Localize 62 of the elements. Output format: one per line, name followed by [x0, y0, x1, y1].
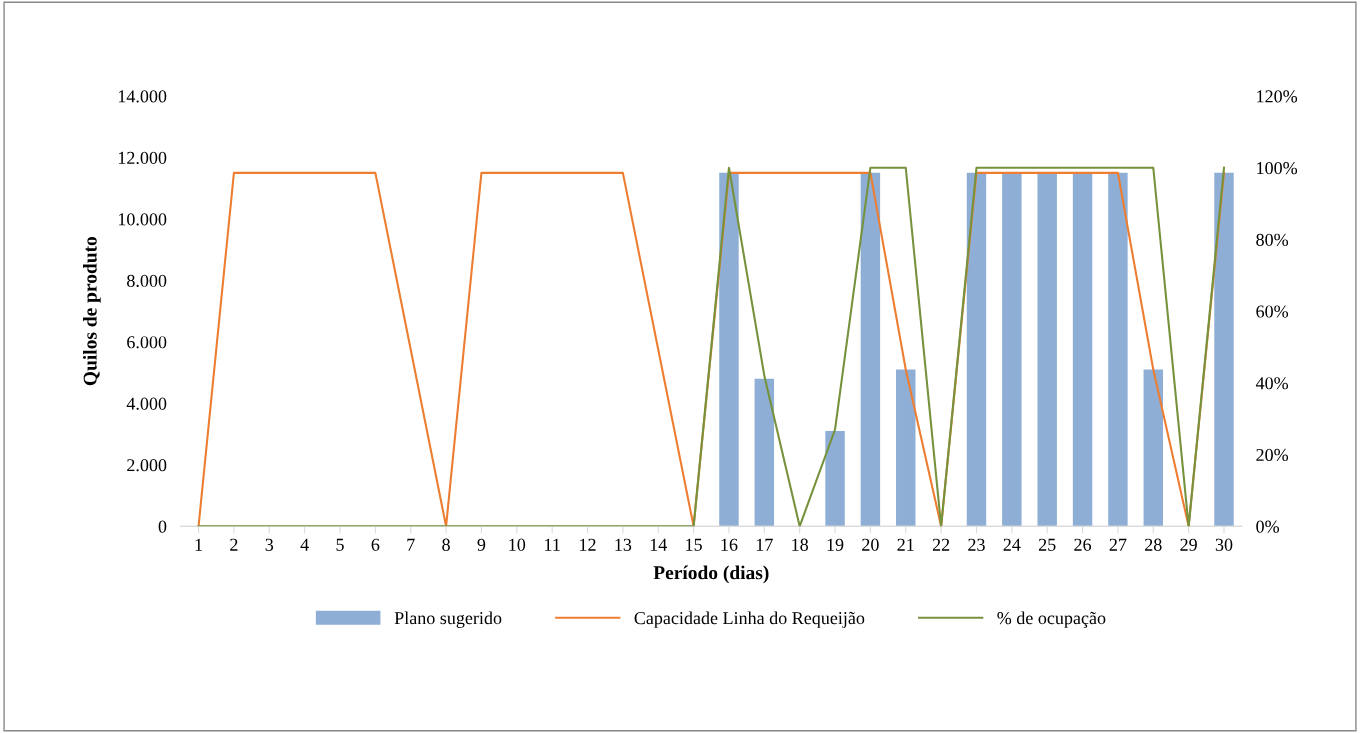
y-tick-label: 2.000: [127, 459, 167, 472]
bar: [754, 378, 775, 527]
y-tick-label: 8.000: [127, 274, 167, 287]
x-tick-label: 13: [615, 538, 632, 551]
bar: [719, 172, 739, 527]
x-tick-label: 5: [336, 538, 344, 551]
y-tick-label: 12.000: [118, 151, 167, 165]
y2-tick-label: 40%: [1255, 377, 1289, 390]
bar: [1037, 172, 1057, 527]
y-tick-label: 14.000: [118, 90, 167, 103]
x-tick-label: 7: [407, 538, 415, 551]
x-tick-label: 15: [686, 538, 702, 551]
x-tick-label: 9: [477, 538, 486, 551]
x-tick-label: 11: [545, 538, 560, 551]
y-tick-label: 10.000: [118, 213, 167, 226]
x-tick-label: 14: [650, 538, 667, 551]
x-tick-label: 28: [1145, 538, 1162, 551]
x-tick-label: 25: [1038, 538, 1056, 551]
x-tick-label: 2: [230, 538, 238, 551]
bar: [1108, 172, 1128, 527]
x-tick-label: 3: [265, 538, 274, 551]
x-tick-label: 6: [371, 538, 380, 551]
y2-tick-label: 0%: [1256, 520, 1280, 533]
legend-label: Capacidade Linha do Requeijão: [634, 611, 865, 628]
x-tick-label: 8: [442, 538, 450, 551]
y-tick-label: 4.000: [126, 397, 167, 410]
y2-tick-label: 80%: [1256, 233, 1289, 246]
x-tick-label: 23: [968, 538, 985, 551]
x-tick-label: 12: [580, 538, 596, 551]
y2-tick-label: 120%: [1257, 90, 1298, 103]
x-axis-title: Período (dias): [653, 565, 769, 584]
x-tick-label: 19: [827, 538, 844, 551]
x-tick-label: 17: [756, 538, 773, 551]
x-tick-label: 21: [897, 538, 914, 551]
y-tick-label: 6.000: [127, 336, 167, 349]
bar: [1002, 172, 1022, 527]
x-tick-label: 22: [932, 538, 950, 551]
x-tick-label: 27: [1109, 538, 1127, 551]
bar: [860, 172, 881, 527]
x-tick-label: 20: [862, 538, 879, 551]
x-tick-label: 29: [1180, 538, 1197, 551]
x-tick-label: 18: [792, 538, 809, 551]
legend-label: % de ocupação: [997, 611, 1106, 628]
x-tick-label: 10: [509, 538, 526, 551]
y-tick-label: 0: [158, 520, 167, 533]
y2-tick-label: 60%: [1256, 305, 1289, 318]
bar: [1214, 172, 1234, 527]
bar: [1072, 172, 1093, 527]
x-tick-label: 4: [300, 538, 309, 551]
x-tick-label: 26: [1074, 538, 1092, 551]
y-axis-title: Quilos de produto: [83, 236, 101, 386]
bar: [1143, 369, 1163, 527]
bar: [966, 172, 987, 527]
y2-tick-label: 20%: [1256, 448, 1289, 462]
bar: [896, 369, 916, 527]
y2-tick-label: 100%: [1257, 161, 1298, 175]
legend-label: Plano sugerido: [394, 611, 502, 628]
bar: [825, 431, 845, 527]
x-tick-label: 16: [721, 538, 738, 551]
x-tick-label: 30: [1215, 538, 1233, 551]
x-tick-label: 1: [195, 538, 202, 551]
x-tick-label: 24: [1003, 538, 1021, 551]
